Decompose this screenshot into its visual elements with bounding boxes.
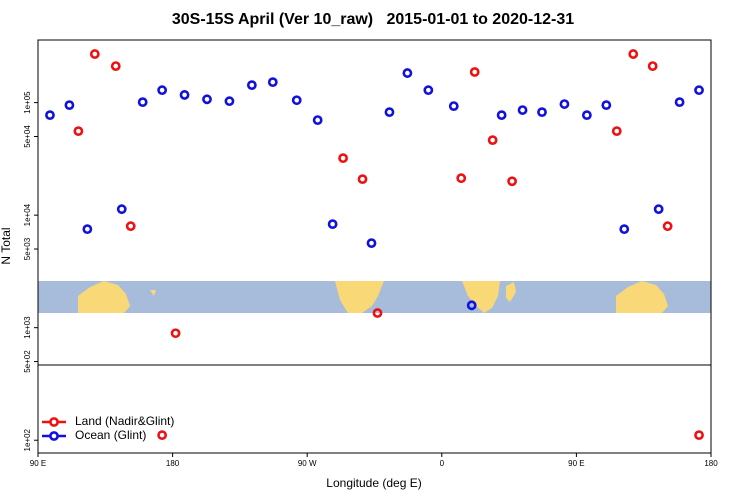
point: [653, 204, 664, 215]
point: [694, 85, 704, 96]
point: [224, 96, 235, 107]
point: [179, 90, 190, 100]
point: [517, 105, 528, 115]
y-tick-label: 1e+04: [23, 203, 32, 226]
point: [372, 308, 383, 318]
y-tick-label: 1e+02: [23, 428, 32, 451]
point: [170, 328, 181, 339]
point: [423, 85, 434, 96]
point: [628, 49, 639, 59]
point: [662, 221, 673, 232]
point: [110, 61, 121, 72]
legend-marker: [49, 431, 59, 441]
point: [291, 95, 302, 106]
point: [157, 85, 168, 96]
point: [466, 300, 477, 311]
point: [125, 221, 136, 232]
point: [619, 224, 630, 235]
y-tick-label: 1e+05: [23, 91, 32, 114]
point: [448, 101, 459, 112]
legend-marker: [49, 417, 59, 427]
point: [267, 77, 278, 88]
legend: Land (Nadir&Glint)Ocean (Glint): [42, 414, 174, 442]
point: [73, 126, 84, 137]
y-tick-label: 5e+02: [23, 350, 32, 373]
x-tick-label: 90 E: [568, 459, 584, 468]
point: [116, 204, 127, 215]
point: [402, 68, 413, 78]
y-tick-label: 1e+03: [23, 316, 32, 339]
point: [327, 219, 338, 230]
y-tick-label: 5e+04: [23, 125, 32, 148]
point: [64, 100, 75, 111]
legend-label: Land (Nadir&Glint): [75, 414, 174, 428]
point: [647, 61, 658, 72]
point: [559, 99, 570, 109]
x-tick-label: 90 W: [298, 459, 317, 468]
point: [674, 97, 685, 108]
point: [581, 110, 592, 121]
point: [601, 100, 612, 111]
x-tick-label: 0: [440, 459, 445, 468]
point: [312, 115, 323, 126]
point: [507, 176, 517, 187]
point: [45, 110, 55, 121]
point: [157, 430, 168, 441]
map-band: [38, 281, 711, 313]
x-axis-label: Longitude (deg E): [326, 476, 421, 490]
point: [694, 430, 704, 441]
point: [202, 94, 212, 105]
point: [456, 173, 467, 184]
point: [89, 49, 100, 59]
point: [611, 126, 622, 137]
point: [384, 107, 395, 118]
x-tick-label: 180: [704, 459, 718, 468]
point: [82, 224, 93, 235]
y-axis-label: N Total: [0, 227, 13, 264]
point: [496, 110, 507, 121]
y-tick-label: 5e+03: [23, 237, 32, 260]
point: [338, 153, 348, 164]
point: [366, 238, 377, 249]
point: [469, 67, 480, 77]
point: [357, 174, 368, 185]
point: [487, 135, 498, 146]
x-tick-label: 180: [166, 459, 180, 468]
legend-label: Ocean (Glint): [75, 428, 146, 442]
point: [246, 80, 257, 91]
point: [537, 107, 547, 118]
plot-frame: [37, 39, 712, 454]
chart-title: 30S-15S April (Ver 10_raw) 2015-01-01 to…: [172, 11, 574, 28]
x-tick-label: 90 E: [30, 459, 46, 468]
point: [137, 97, 148, 108]
